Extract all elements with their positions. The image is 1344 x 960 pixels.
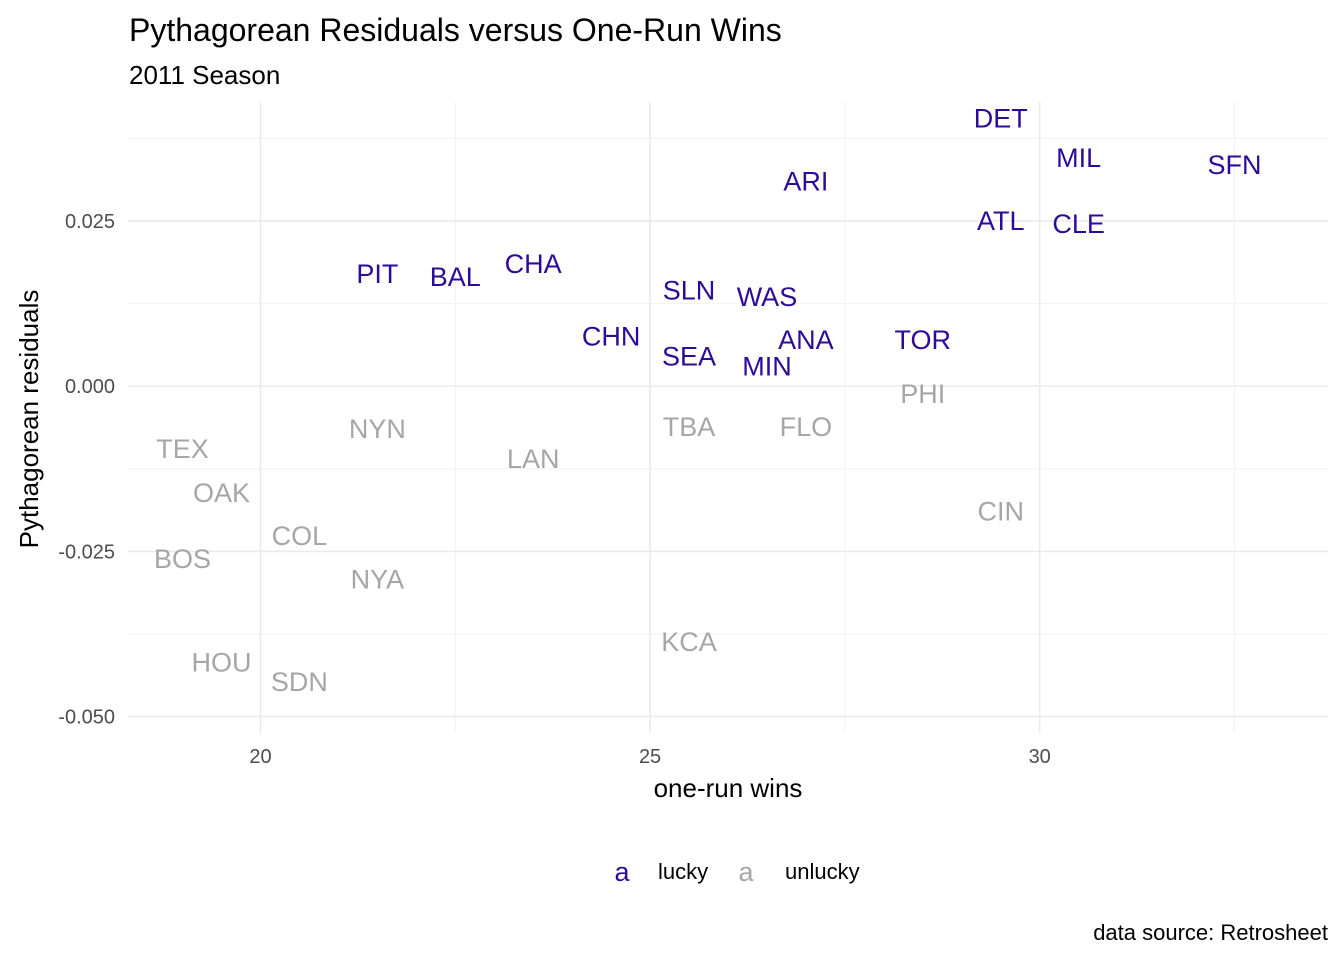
point-label-unlucky: SDN	[271, 667, 328, 697]
x-tick-label: 20	[249, 746, 271, 768]
point-label-unlucky: OAK	[193, 478, 250, 508]
x-axis-title: one-run wins	[654, 773, 803, 803]
legend: a lucky a unlucky	[614, 857, 859, 887]
point-label-lucky: SLN	[663, 275, 716, 305]
point-label-lucky: ANA	[778, 325, 834, 355]
y-tick-label: 0.000	[65, 376, 115, 398]
point-label-lucky: ATL	[977, 206, 1025, 236]
x-tick-label: 30	[1029, 746, 1051, 768]
point-label-lucky: WAS	[737, 282, 798, 312]
point-label-unlucky: FLO	[780, 412, 833, 442]
y-axis-title: Pythagorean residuals	[14, 290, 44, 549]
y-axis-ticks: 0.025 0.000 -0.025 -0.050	[58, 211, 115, 729]
point-label-lucky: DET	[974, 104, 1028, 134]
point-label-unlucky: TEX	[156, 434, 209, 464]
point-labels: DET MIL SFN ARI ATL CLE PIT BAL CHA SLN WAS CHN ANA T…	[154, 104, 1261, 698]
point-label-lucky: PIT	[356, 259, 398, 289]
point-label-lucky: CLE	[1052, 209, 1105, 239]
legend-label-lucky: lucky	[658, 859, 708, 884]
y-tick-label: -0.025	[58, 541, 115, 563]
point-label-lucky: BAL	[430, 262, 481, 292]
point-label-unlucky: NYN	[349, 414, 406, 444]
y-tick-label: 0.025	[65, 211, 115, 233]
chart-title: Pythagorean Residuals versus One-Run Win…	[129, 12, 782, 48]
point-label-lucky: SFN	[1207, 150, 1261, 180]
point-label-unlucky: BOS	[154, 544, 211, 574]
x-tick-label: 25	[639, 746, 661, 768]
point-label-lucky: CHA	[505, 249, 562, 279]
point-label-unlucky: COL	[272, 521, 328, 551]
point-label-unlucky: HOU	[192, 647, 252, 677]
point-label-unlucky: LAN	[507, 444, 560, 474]
point-label-lucky: MIN	[742, 351, 792, 381]
grid-lines	[128, 102, 1328, 733]
x-axis-ticks: 20 25 30	[249, 746, 1050, 768]
legend-key-lucky: a	[614, 857, 630, 887]
point-label-lucky: ARI	[783, 166, 828, 196]
point-label-unlucky: CIN	[977, 497, 1024, 527]
point-label-lucky: TOR	[895, 325, 952, 355]
legend-label-unlucky: unlucky	[785, 859, 860, 884]
point-label-unlucky: TBA	[663, 412, 716, 442]
data-source-caption: data source: Retrosheet	[1093, 920, 1328, 945]
point-label-unlucky: NYA	[351, 565, 405, 595]
legend-key-unlucky: a	[738, 857, 754, 887]
point-label-lucky: MIL	[1056, 143, 1101, 173]
point-label-unlucky: KCA	[661, 627, 717, 657]
point-label-unlucky: PHI	[900, 379, 945, 409]
y-tick-label: -0.050	[58, 706, 115, 728]
point-label-lucky: SEA	[662, 341, 716, 371]
chart-subtitle: 2011 Season	[129, 60, 280, 90]
point-label-lucky: CHN	[582, 322, 641, 352]
